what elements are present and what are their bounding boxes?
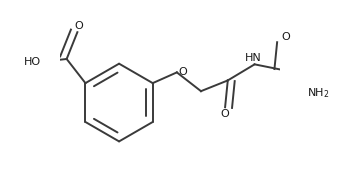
Text: HO: HO (24, 57, 41, 67)
Text: O: O (178, 67, 187, 77)
Text: O: O (221, 109, 230, 119)
Text: O: O (74, 21, 83, 31)
Text: O: O (281, 32, 290, 42)
Text: NH$_2$: NH$_2$ (307, 87, 329, 100)
Text: HN: HN (245, 53, 261, 63)
